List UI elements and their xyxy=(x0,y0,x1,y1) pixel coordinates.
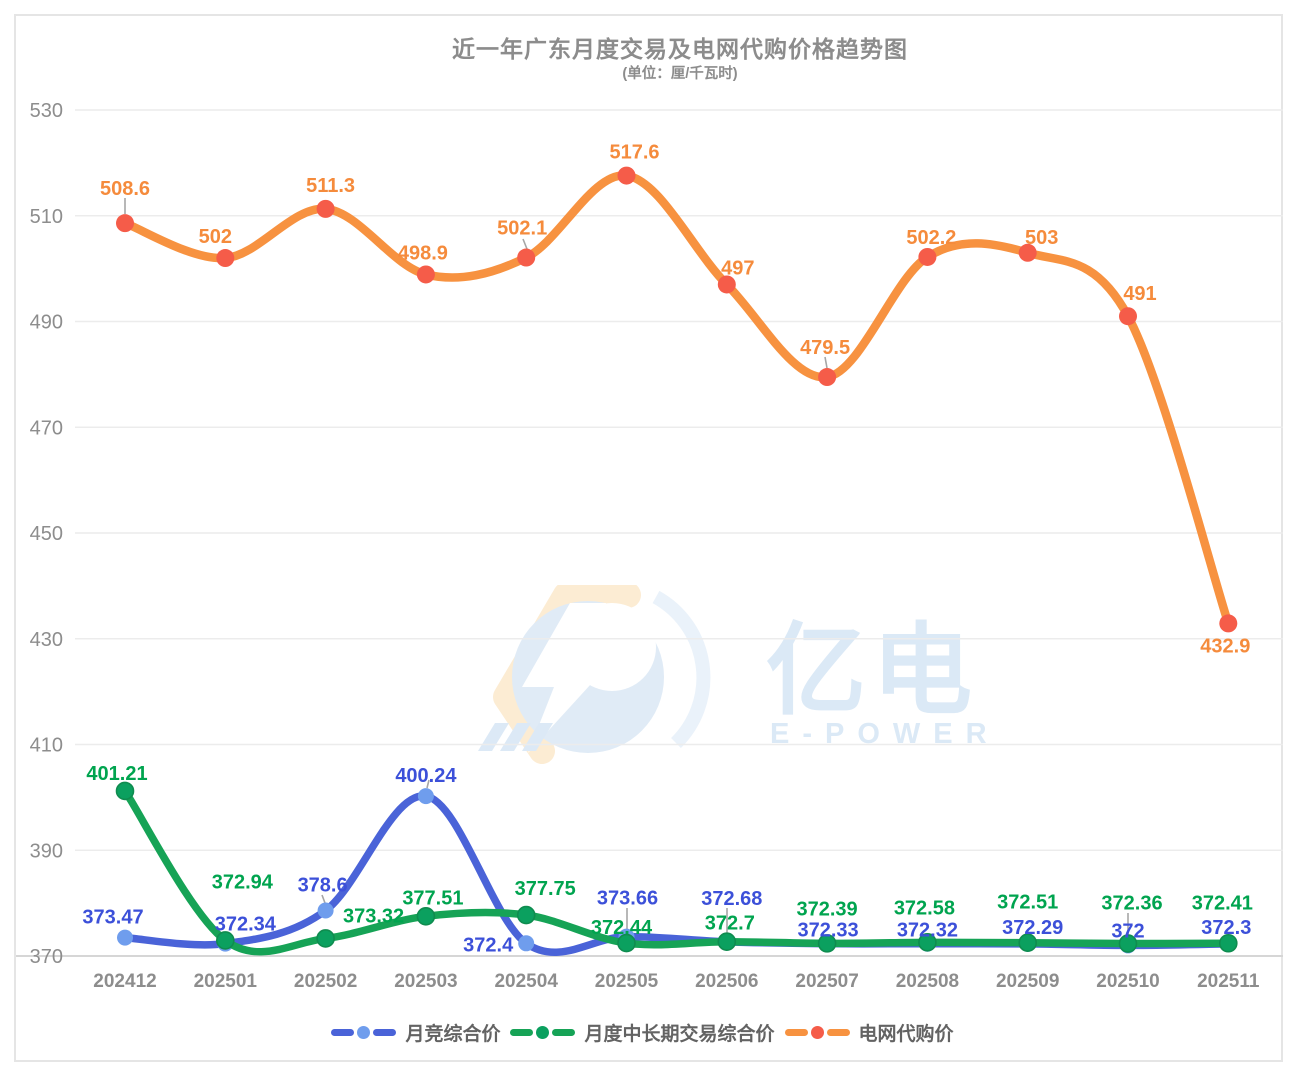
svg-text:372.33: 372.33 xyxy=(798,920,859,942)
svg-text:400.24: 400.24 xyxy=(395,765,457,787)
svg-text:377.51: 377.51 xyxy=(402,887,463,909)
watermark-logo-tail xyxy=(652,590,711,748)
svg-text:202509: 202509 xyxy=(996,971,1059,992)
svg-text:372.32: 372.32 xyxy=(897,920,958,942)
svg-text:372.94: 372.94 xyxy=(212,871,274,893)
svg-text:510: 510 xyxy=(30,206,63,228)
svg-text:491: 491 xyxy=(1123,283,1156,305)
legend-dash-icon xyxy=(826,1029,850,1036)
chart-title: 近一年广东月度交易及电网代购价格趋势图 xyxy=(452,36,908,62)
svg-text:511.3: 511.3 xyxy=(306,175,355,197)
svg-text:498.9: 498.9 xyxy=(398,242,448,264)
svg-text:517.6: 517.6 xyxy=(609,142,659,164)
legend-label: 月竞综合价 xyxy=(405,1024,501,1045)
legend-dot-icon xyxy=(810,1026,824,1039)
svg-text:372.44: 372.44 xyxy=(591,917,653,939)
svg-text:202510: 202510 xyxy=(1096,971,1159,992)
svg-text:430: 430 xyxy=(30,629,63,651)
svg-text:390: 390 xyxy=(30,840,63,862)
svg-text:377.75: 377.75 xyxy=(515,878,576,900)
legend-item-monthly-bid-price[interactable]: 月竞综合价 xyxy=(331,1019,504,1046)
svg-text:372.41: 372.41 xyxy=(1192,892,1253,914)
svg-text:370: 370 xyxy=(30,946,63,968)
legend-item-mid-long-term-price[interactable]: 月度中长期交易综合价 xyxy=(510,1019,778,1046)
svg-text:372.36: 372.36 xyxy=(1101,893,1162,915)
svg-text:372.34: 372.34 xyxy=(215,914,277,936)
svg-text:372.58: 372.58 xyxy=(894,897,955,919)
watermark-cn-text: 亿电 xyxy=(766,615,978,727)
legend-label: 电网代购价 xyxy=(858,1024,954,1045)
legend-item-grid-procurement-price[interactable]: 电网代购价 xyxy=(784,1019,958,1046)
svg-text:372.39: 372.39 xyxy=(797,898,858,920)
svg-text:372.3: 372.3 xyxy=(1201,917,1251,939)
svg-text:202412: 202412 xyxy=(93,971,156,992)
svg-text:503: 503 xyxy=(1025,227,1058,249)
svg-text:372.4: 372.4 xyxy=(463,934,514,956)
legend-dot-icon xyxy=(357,1026,371,1039)
legend-label: 月度中长期交易综合价 xyxy=(584,1024,775,1045)
svg-text:202503: 202503 xyxy=(394,971,457,992)
svg-text:432.9: 432.9 xyxy=(1200,635,1250,657)
svg-text:470: 470 xyxy=(30,417,63,439)
svg-text:373.47: 373.47 xyxy=(82,907,143,929)
legend-dash-icon xyxy=(784,1029,808,1036)
svg-text:502.2: 502.2 xyxy=(906,227,956,249)
watermark-logo-bolt xyxy=(522,603,612,753)
svg-text:372: 372 xyxy=(1111,920,1144,942)
svg-text:202507: 202507 xyxy=(795,971,858,992)
legend-dash-icon xyxy=(373,1029,397,1036)
svg-text:373.32: 373.32 xyxy=(343,905,404,927)
chart-unit-subtitle: (单位：厘/千瓦时) xyxy=(622,66,738,82)
svg-text:202502: 202502 xyxy=(294,971,357,992)
svg-text:202501: 202501 xyxy=(194,971,258,992)
svg-text:202504: 202504 xyxy=(494,971,558,992)
legend-dash-icon xyxy=(552,1029,576,1036)
svg-text:202508: 202508 xyxy=(896,971,959,992)
svg-text:373.66: 373.66 xyxy=(597,888,658,910)
svg-text:502.1: 502.1 xyxy=(497,218,547,240)
svg-text:479.5: 479.5 xyxy=(800,337,850,359)
svg-text:508.6: 508.6 xyxy=(100,178,150,200)
legend-dash-icon xyxy=(510,1029,534,1036)
svg-text:490: 490 xyxy=(30,312,63,334)
svg-text:502: 502 xyxy=(199,226,232,248)
svg-text:497: 497 xyxy=(721,257,754,279)
svg-text:372.29: 372.29 xyxy=(1002,917,1063,939)
svg-text:450: 450 xyxy=(30,523,63,545)
svg-text:378.6: 378.6 xyxy=(298,875,348,897)
svg-text:202505: 202505 xyxy=(595,971,659,992)
svg-text:202511: 202511 xyxy=(1197,971,1260,992)
svg-text:372.51: 372.51 xyxy=(997,892,1058,914)
legend-dot-icon xyxy=(536,1026,550,1039)
svg-text:202506: 202506 xyxy=(695,971,758,992)
legend-dash-icon xyxy=(331,1029,355,1036)
svg-text:410: 410 xyxy=(30,735,63,757)
svg-text:372.7: 372.7 xyxy=(705,913,755,935)
svg-text:530: 530 xyxy=(30,100,63,122)
svg-text:372.68: 372.68 xyxy=(701,888,762,910)
svg-text:401.21: 401.21 xyxy=(86,763,147,785)
legend: 月竞综合价 月度中长期交易综合价 电网代购价 xyxy=(0,1019,1289,1046)
